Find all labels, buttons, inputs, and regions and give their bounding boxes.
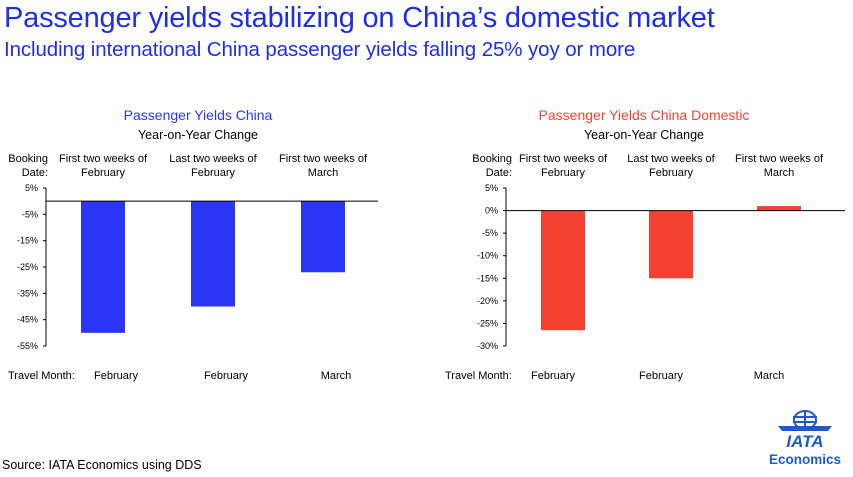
booking-label: Date: [486, 167, 512, 179]
source-note: Source: IATA Economics using DDS [2, 458, 202, 472]
booking-date-label: February [649, 167, 694, 179]
y-tick-label: 5% [25, 183, 38, 193]
booking-date-label: February [191, 167, 236, 179]
chart-china-yields: Passenger Yields China Year-on-Year Chang… [8, 107, 378, 382]
bar [81, 201, 125, 333]
y-tick-label: -15% [17, 236, 38, 246]
booking-date-label: First two weeks of [735, 153, 824, 165]
bar [301, 201, 345, 273]
booking-date-label: March [764, 167, 795, 179]
x-category-label: February [204, 370, 249, 382]
bar [649, 210, 693, 279]
travel-month-label: Travel Month: [445, 370, 512, 382]
booking-date-label: First two weeks of [279, 153, 368, 165]
y-tick-label: -30% [477, 341, 498, 351]
bar [757, 206, 801, 211]
y-tick-label: -5% [482, 228, 498, 238]
y-tick-label: -20% [477, 296, 498, 306]
y-tick-label: 5% [485, 183, 498, 193]
booking-label: Booking [8, 153, 48, 165]
y-tick-label: -25% [477, 318, 498, 328]
chart-title: Passenger Yields China Domestic [539, 107, 750, 123]
globe-icon [778, 410, 832, 431]
booking-label: Booking [472, 153, 512, 165]
iata-logo: IATA Economics [760, 410, 850, 474]
booking-date-label: March [308, 167, 339, 179]
y-tick-label: -55% [17, 341, 38, 351]
page-title: Passenger yields stabilizing on China’s … [4, 2, 715, 34]
x-category-label: February [531, 370, 576, 382]
x-category-label: March [754, 370, 785, 382]
y-tick-label: -45% [17, 315, 38, 325]
booking-label: Date: [22, 167, 48, 179]
y-tick-label: -35% [17, 288, 38, 298]
y-tick-label: -15% [477, 273, 498, 283]
x-category-label: February [639, 370, 684, 382]
bar [191, 201, 235, 307]
booking-date-label: February [81, 167, 126, 179]
y-tick-label: 0% [485, 206, 498, 216]
booking-date-label: February [541, 167, 586, 179]
x-category-label: February [94, 370, 139, 382]
logo-subtitle: Economics [768, 452, 842, 467]
y-tick-label: -5% [22, 209, 38, 219]
chart-china-domestic-yields: Passenger Yields China Domestic Year-on-Y… [445, 107, 845, 382]
logo-name: IATA [786, 432, 824, 451]
booking-date-label: First two weeks of [59, 153, 148, 165]
chart-title: Passenger Yields China [124, 107, 273, 123]
booking-date-label: Last two weeks of [169, 153, 257, 165]
y-tick-label: -25% [17, 262, 38, 272]
booking-date-label: Last two weeks of [627, 153, 715, 165]
x-category-label: March [321, 370, 352, 382]
chart-subtitle: Year-on-Year Change [138, 128, 258, 142]
travel-month-label: Travel Month: [8, 370, 75, 382]
bar [541, 210, 585, 331]
chart-subtitle: Year-on-Year Change [584, 128, 704, 142]
page-subtitle: Including international China passenger … [4, 38, 636, 61]
booking-date-label: First two weeks of [519, 153, 608, 165]
y-tick-label: -10% [477, 251, 498, 261]
